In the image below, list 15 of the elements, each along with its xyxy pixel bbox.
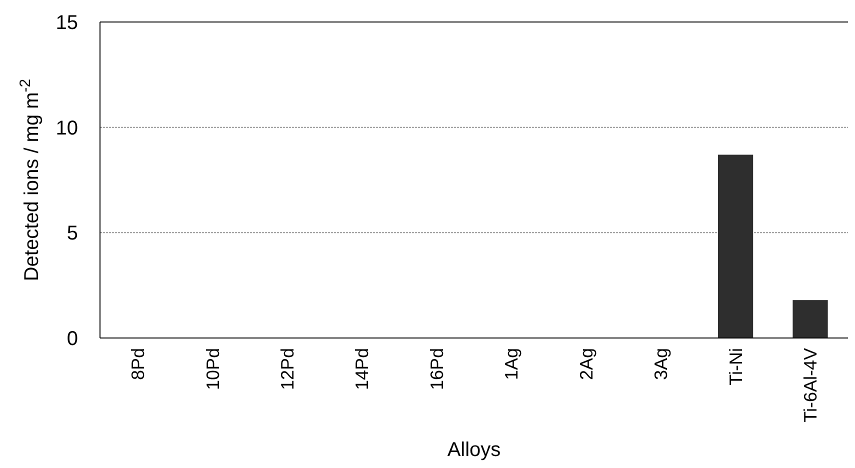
- x-tick-label: 10Pd: [202, 348, 223, 390]
- x-tick-label: 1Ag: [502, 348, 522, 380]
- x-tick-label: 3Ag: [651, 348, 672, 380]
- x-tick-label: 12Pd: [277, 348, 298, 390]
- x-tick-label: Ti-Ni: [726, 348, 746, 386]
- x-tick-label: Ti-6Al-4V: [800, 348, 821, 422]
- y-tick-label: 0: [66, 328, 78, 350]
- y-tick-label: 10: [56, 117, 78, 140]
- x-axis-title: Alloys: [447, 439, 501, 461]
- x-tick-label: 8Pd: [128, 348, 148, 380]
- x-tick-label: 2Ag: [576, 348, 596, 380]
- x-tick-label: 16Pd: [426, 348, 447, 390]
- y-tick-label: 15: [56, 12, 78, 34]
- y-tick-label: 5: [66, 222, 78, 245]
- x-tick-label: 14Pd: [352, 348, 372, 390]
